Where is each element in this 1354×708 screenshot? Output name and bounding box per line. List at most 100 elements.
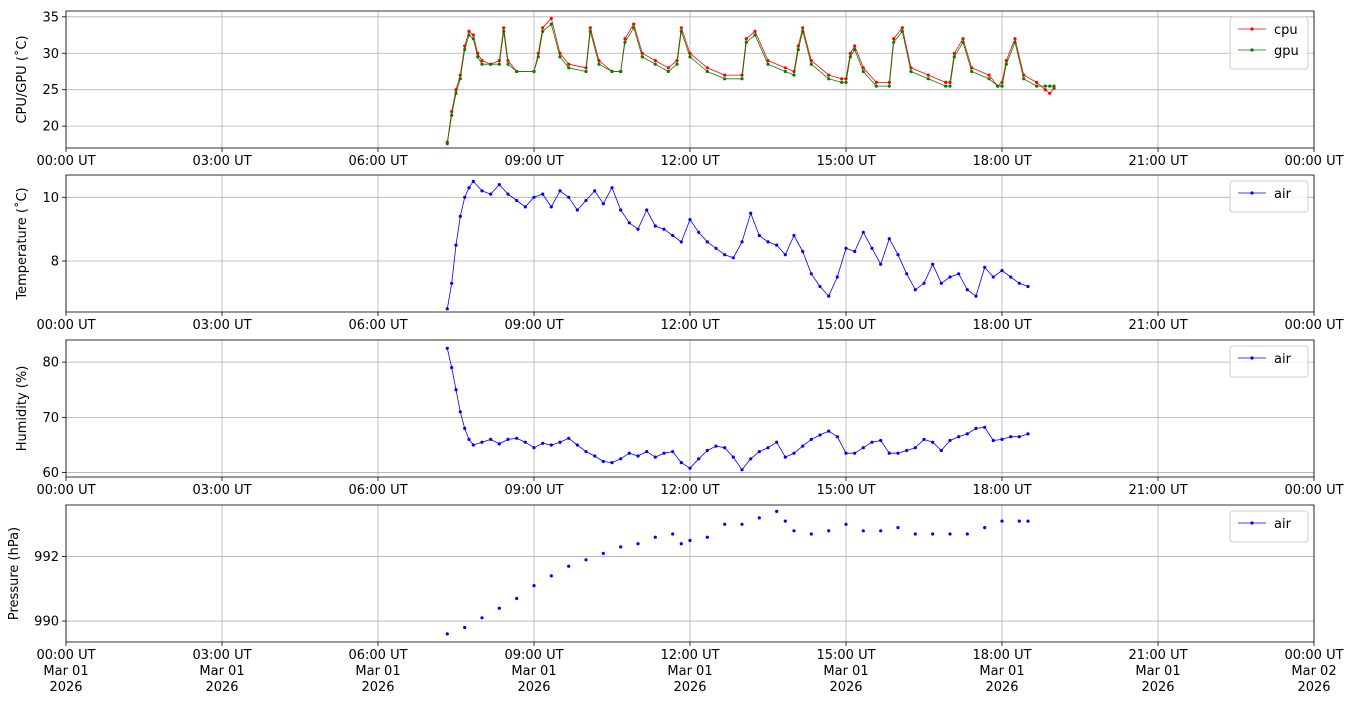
data-point-air (575, 208, 579, 212)
data-point-air (467, 437, 471, 441)
data-point-gpu (619, 69, 623, 74)
data-point-gpu (996, 84, 1000, 88)
data-point-air (922, 281, 926, 285)
data-point-air (740, 522, 744, 526)
data-point-air (471, 179, 475, 183)
data-point-gpu (987, 77, 991, 81)
data-point-air (619, 457, 623, 461)
x-tick-label: 2026 (517, 680, 550, 695)
data-point-gpu (801, 29, 805, 33)
data-point-air (558, 440, 562, 444)
data-point-cpu (952, 51, 956, 55)
x-tick-label: Mar 01 (979, 664, 1024, 679)
data-point-air (939, 281, 943, 285)
data-point-gpu (467, 33, 471, 37)
data-point-air (515, 596, 519, 601)
data-point-gpu (463, 48, 467, 52)
data-point-gpu (666, 69, 670, 74)
plot-frame (65, 174, 1315, 313)
data-point-cpu (783, 66, 787, 70)
data-point-air (584, 198, 588, 203)
legend-frame (1229, 510, 1309, 543)
x-tick-label: Mar 01 (1135, 664, 1180, 679)
data-point-air (1000, 519, 1004, 523)
data-point-air (948, 532, 952, 536)
data-point-gpu (705, 69, 709, 74)
y-tick-label: 30 (42, 47, 59, 62)
data-point-air (983, 425, 987, 429)
data-point-air (775, 243, 779, 247)
data-point-gpu (766, 62, 770, 66)
data-point-cpu (840, 77, 844, 81)
data-point-air (957, 272, 961, 276)
data-point-air (697, 457, 701, 461)
series-line-cpu (446, 17, 1055, 143)
data-point-cpu (1035, 80, 1039, 84)
data-point-air (515, 436, 519, 440)
data-point-air (792, 451, 796, 455)
data-point-air (467, 186, 471, 190)
data-point-air (939, 448, 943, 453)
data-point-air (757, 516, 761, 520)
data-point-gpu (515, 69, 519, 74)
data-point-air (818, 284, 822, 289)
series-line-air (446, 180, 1029, 309)
data-point-air (792, 529, 796, 533)
data-point-gpu (1013, 40, 1017, 44)
x-tick-label: 00:00 UT (36, 483, 95, 498)
data-point-gpu (1035, 84, 1039, 88)
x-tick-label: 21:00 UT (1128, 483, 1187, 498)
data-point-gpu (558, 55, 562, 59)
data-point-cpu (549, 16, 553, 20)
data-point-air (783, 253, 787, 257)
data-point-gpu (744, 40, 748, 44)
data-point-gpu (723, 77, 727, 81)
data-point-cpu (471, 33, 475, 37)
data-point-air (801, 249, 805, 254)
data-point-air (974, 294, 978, 298)
data-point-gpu (844, 80, 848, 84)
legend-label: cpu (1274, 23, 1298, 38)
data-point-air (636, 227, 640, 231)
x-tick-label: 00:00 UT (36, 318, 95, 333)
data-point-gpu (502, 29, 506, 33)
x-tick-label: 00:00 UT (36, 648, 95, 663)
data-point-gpu (653, 62, 657, 66)
x-tick-label: 09:00 UT (504, 318, 563, 333)
data-point-cpu (679, 26, 683, 30)
data-point-air (818, 433, 822, 437)
data-point-air (497, 606, 501, 610)
data-point-air (809, 437, 813, 441)
data-point-cpu (848, 51, 852, 55)
data-point-air (671, 233, 675, 238)
data-point-gpu (480, 62, 484, 66)
data-point-air (619, 545, 623, 549)
y-tick-label: 70 (42, 411, 59, 426)
legend-swatch-marker (1250, 356, 1254, 360)
data-point-air (627, 221, 631, 225)
data-point-gpu (458, 77, 462, 81)
data-point-air (896, 253, 900, 257)
data-point-air (645, 208, 649, 212)
data-point-air (463, 426, 467, 430)
data-point-air (523, 205, 527, 209)
data-point-air (835, 275, 839, 279)
data-point-gpu (623, 40, 627, 44)
x-tick-label: 2026 (1141, 680, 1174, 695)
data-point-air (801, 444, 805, 448)
data-point-gpu (827, 77, 831, 81)
data-point-gpu (840, 80, 844, 84)
x-tick-label: 2026 (985, 680, 1018, 695)
data-point-gpu (900, 29, 904, 33)
data-point-cpu (753, 29, 757, 33)
data-point-air (662, 227, 666, 231)
data-point-air (450, 366, 454, 370)
data-point-air (601, 459, 605, 464)
data-point-air (879, 262, 883, 266)
data-point-air (541, 441, 545, 445)
data-point-air (844, 246, 848, 250)
data-point-air (870, 440, 874, 444)
data-point-gpu (536, 55, 540, 59)
x-tick-label: Mar 01 (667, 664, 712, 679)
data-point-air (844, 451, 848, 455)
